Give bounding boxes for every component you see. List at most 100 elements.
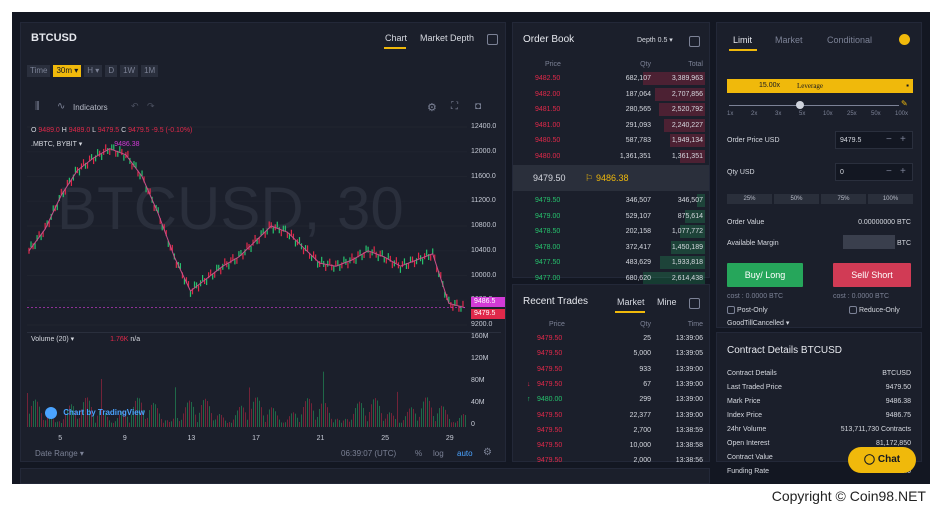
candle	[405, 262, 408, 269]
sell-short-button[interactable]: Sell/ Short	[833, 263, 911, 287]
reduce-only-option[interactable]: Reduce-Only	[849, 306, 900, 314]
timeframe-hour[interactable]: H ▾	[84, 65, 103, 77]
candle	[121, 149, 123, 156]
pct-25-button[interactable]: 25%	[727, 194, 772, 204]
price-tick-label: 11200.0	[471, 197, 496, 205]
reduce-only-checkbox[interactable]	[849, 306, 857, 314]
candle	[40, 234, 42, 241]
tab-conditional[interactable]: Conditional	[827, 35, 873, 45]
timeframe-week[interactable]: 1W	[120, 65, 139, 77]
price-chart[interactable]: BTCUSD, 30	[27, 119, 467, 331]
leverage-bar[interactable]: 15.00x Leverage ▪	[727, 79, 913, 93]
mark-price: 9486.38	[596, 173, 629, 183]
recent-trades-panel: Recent Trades Market Mine Price Qty Time…	[512, 284, 710, 464]
ohlc-c-label: C	[121, 127, 127, 134]
date-range-button[interactable]: Date Range ▾	[35, 449, 84, 458]
candle	[111, 144, 113, 151]
ask-row[interactable]: 9481.00 291,093 2,240,227	[513, 118, 709, 133]
leverage-edit-icon[interactable]: ▪	[906, 81, 909, 90]
volume-bar	[39, 406, 40, 427]
ask-row[interactable]: 9482.00 187,064 2,707,856	[513, 87, 709, 102]
percent-toggle[interactable]: %	[415, 449, 423, 458]
settings-icon[interactable]: ⚙	[427, 102, 437, 114]
pct-50-button[interactable]: 50%	[774, 194, 819, 204]
chart-settings-icon[interactable]: ⚙	[483, 447, 492, 458]
buy-long-button[interactable]: Buy/ Long	[727, 263, 803, 287]
volume-bar	[147, 417, 148, 427]
tab-market-trades[interactable]: Market	[617, 297, 645, 307]
info-icon[interactable]	[899, 34, 910, 45]
tab-chart[interactable]: Chart	[385, 33, 408, 43]
qty-decrement[interactable]: −	[886, 166, 892, 177]
candle-type-icon[interactable]: ⫼	[35, 101, 40, 112]
price-increment[interactable]: +	[900, 134, 906, 145]
indicators-icon[interactable]: ∿	[57, 101, 66, 112]
tab-mine-trades[interactable]: Mine	[657, 297, 677, 307]
leverage-tick[interactable]: 1x	[727, 111, 734, 117]
price-decrement[interactable]: −	[886, 134, 892, 145]
timeframe-month[interactable]: 1M	[141, 65, 159, 77]
bid-row[interactable]: 9478.00 372,417 1,450,189	[513, 240, 709, 255]
tab-market-order[interactable]: Market	[775, 35, 803, 45]
bid-row[interactable]: 9479.50 346,507 346,507	[513, 193, 709, 208]
ask-total: 2,707,856	[671, 90, 703, 98]
bid-row[interactable]: 9478.50 202,158 1,077,772	[513, 224, 709, 239]
ask-row[interactable]: 9481.50 280,565 2,520,792	[513, 102, 709, 117]
candle	[393, 260, 395, 267]
timeframe-bar: Time 30m ▾ H ▾ D 1W 1M	[27, 65, 159, 77]
tradingview-badge[interactable]: Chart by TradingView	[45, 407, 145, 419]
leverage-tick[interactable]: 5x	[799, 111, 806, 117]
indicators-button[interactable]: Indicators	[73, 103, 108, 112]
orderbook-expand-icon[interactable]	[689, 34, 700, 52]
leverage-tick[interactable]: 2x	[751, 111, 758, 117]
time-in-force-select[interactable]: GoodTillCancelled ▾	[727, 320, 790, 327]
timeframe-day[interactable]: D	[105, 65, 118, 77]
leverage-tick[interactable]: 100x	[895, 111, 909, 117]
leverage-tick[interactable]: 10x	[823, 111, 833, 117]
trades-expand-icon[interactable]	[689, 296, 700, 314]
pct-100-button[interactable]: 100%	[868, 194, 913, 204]
pct-75-button[interactable]: 75%	[821, 194, 866, 204]
ask-price: 9481.50	[535, 106, 561, 113]
volume-bar	[427, 397, 428, 427]
redo-icon[interactable]: ↷	[147, 101, 155, 111]
leverage-tick[interactable]: 25x	[847, 111, 857, 117]
ask-row[interactable]: 9480.50 587,783 1,949,134	[513, 133, 709, 148]
volume-bar	[139, 398, 140, 427]
index-label[interactable]: .MBTC, BYBIT ▾	[31, 141, 83, 148]
bid-row[interactable]: 9477.00 680,620 2,614,438	[513, 271, 709, 286]
tab-limit[interactable]: Limit	[733, 35, 753, 45]
fullscreen-icon[interactable]: ⛶	[451, 101, 458, 112]
ask-row[interactable]: 9482.50 682,107 3,389,963	[513, 71, 709, 86]
camera-icon[interactable]: ◘	[475, 101, 482, 112]
timeframe-time[interactable]: Time	[27, 65, 51, 77]
auto-toggle[interactable]: auto	[457, 449, 473, 458]
candle	[383, 256, 385, 263]
bid-row[interactable]: 9477.50 483,629 1,933,818	[513, 255, 709, 270]
timeframe-30m[interactable]: 30m ▾	[53, 65, 82, 77]
leverage-tick[interactable]: 50x	[871, 111, 881, 117]
qty-increment[interactable]: +	[900, 166, 906, 177]
leverage-slider-track[interactable]	[729, 105, 899, 106]
post-only-checkbox[interactable]	[727, 306, 735, 314]
volume-bar	[169, 421, 170, 427]
leverage-slider-thumb[interactable]	[795, 101, 804, 109]
tab-market-depth[interactable]: Market Depth	[420, 33, 475, 43]
ask-row[interactable]: 9480.00 1,361,351 1,361,351	[513, 149, 709, 164]
post-only-option[interactable]: Post-Only	[727, 306, 768, 314]
undo-icon[interactable]: ↶	[131, 101, 139, 111]
log-toggle[interactable]: log	[433, 449, 444, 458]
bid-qty: 346,507	[625, 197, 651, 204]
volume-label[interactable]: Volume (20) ▾	[31, 336, 75, 343]
leverage-tick[interactable]: 3x	[775, 111, 782, 117]
chat-button[interactable]: ◯ Chat	[848, 447, 916, 473]
pencil-icon[interactable]: ✎	[901, 99, 908, 108]
candle	[236, 257, 238, 264]
bid-row[interactable]: 9479.00 529,107 875,614	[513, 209, 709, 224]
qty-input[interactable]: 0 − +	[835, 163, 913, 181]
volume-bar	[91, 406, 92, 427]
volume-legend: Volume (20) ▾ 1.76K n/a	[31, 335, 140, 343]
order-price-input[interactable]: 9479.5 − +	[835, 131, 913, 149]
depth-select[interactable]: Depth 0.5 ▾	[637, 37, 673, 44]
expand-icon[interactable]	[487, 32, 498, 50]
